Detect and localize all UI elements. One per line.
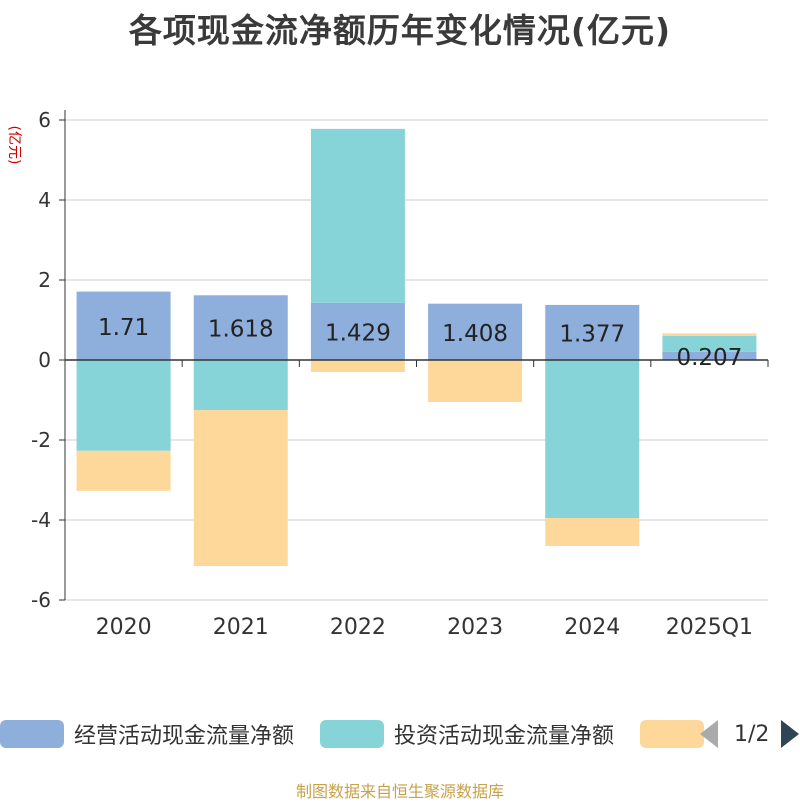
y-tick-label: -6 [31,588,51,612]
data-label-operating-2025Q1: 0.207 [676,345,742,371]
bar-investing-2022 [310,128,405,303]
legend-swatch-investing [320,720,384,748]
data-label-operating-2020: 1.71 [98,315,149,341]
bar-financing-2022 [310,360,405,372]
legend-swatch-operating [0,720,64,748]
pager-prev-icon[interactable] [700,720,718,748]
bar-investing-2025Q1 [662,335,757,352]
legend-item-operating[interactable]: 经营活动现金流量净额 [0,714,294,754]
source-note: 制图数据来自恒生聚源数据库 [295,782,504,801]
bar-financing-2025Q1 [662,333,757,336]
bar-operating-2021 [193,295,288,360]
bar-investing-2024 [545,360,640,518]
y-tick-label: 6 [38,108,51,132]
bar-operating-2023 [428,303,523,360]
bar-operating-2022 [310,302,405,360]
bar-operating-2024 [545,304,640,360]
pager-text: 1/2 [734,721,770,747]
x-tick-label: 2024 [564,615,620,640]
bar-financing-2021 [193,410,288,566]
y-tick-label: -2 [31,428,51,452]
x-tick-label: 2020 [96,615,152,640]
bar-financing-2023 [428,360,523,402]
y-tick-label: 0 [38,348,51,372]
legend-item-investing[interactable]: 投资活动现金流量净额 [320,714,614,754]
pager-next-icon[interactable] [781,720,800,748]
legend-item-financing[interactable] [640,714,704,754]
bar-investing-2020 [76,360,171,451]
x-tick-label: 2021 [213,615,269,640]
bar-financing-2020 [76,450,171,491]
bar-investing-2021 [193,360,288,410]
data-label-operating-2024: 1.377 [559,321,625,347]
bar-operating-2025Q1 [662,351,757,360]
x-tick-label: 2023 [447,615,503,640]
y-tick-label: -4 [31,508,51,532]
legend: 经营活动现金流量净额 投资活动现金流量净额 1/2 [0,714,800,754]
data-label-operating-2021: 1.618 [208,317,274,343]
chart-title: 各项现金流净额历年变化情况(亿元) [128,11,672,50]
legend-label-operating: 经营活动现金流量净额 [74,724,295,749]
bar-operating-2020 [76,291,171,360]
y-tick-label: 2 [38,268,51,292]
data-label-operating-2023: 1.408 [442,321,508,347]
x-tick-label: 2025Q1 [666,615,753,640]
bar-financing-2024 [545,518,640,546]
legend-label-investing: 投资活动现金流量净额 [394,724,615,749]
legend-swatch-financing [640,720,704,748]
data-label-operating-2022: 1.429 [325,320,391,346]
y-tick-label: 4 [38,188,51,212]
x-tick-label: 2022 [330,615,386,640]
y-axis-unit-label: (亿元) [6,126,22,165]
legend-pager: 1/2 [700,714,800,754]
